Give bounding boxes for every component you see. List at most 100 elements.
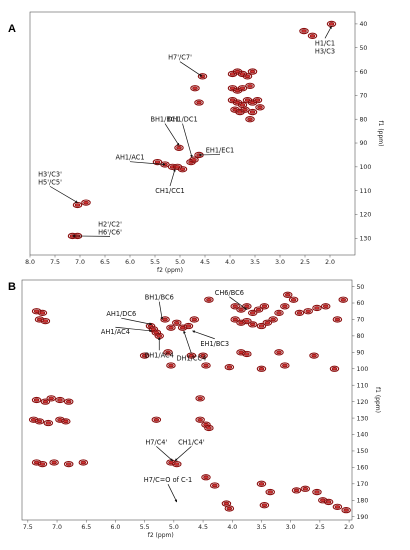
cross-peak [300,485,311,492]
x-tick-label: 4.0 [227,524,237,531]
annotation-label-2: H6'/C6' [98,228,122,236]
cross-peak [338,296,348,303]
panel-letter: A [8,23,16,35]
cross-peak [34,418,45,425]
cross-peak [186,352,197,359]
cross-peak [320,303,331,310]
cross-peak [252,96,263,104]
x-tick-label: 2.0 [344,524,354,531]
x-tick-label: 4.0 [225,259,235,266]
cross-peak [174,144,184,151]
x-tick-label: 2.5 [300,259,310,266]
y-axis-title: f1 (ppm) [374,387,381,413]
x-tick-label: 4.5 [198,524,208,531]
cross-peak [195,416,205,423]
peak-annotation: AH1/DC6 [106,310,153,326]
cross-peak [172,319,182,326]
cross-peak [55,396,65,404]
cross-peak [63,398,74,405]
cross-peak [309,352,319,359]
peak-annotation: H7/C4' [145,438,174,462]
cross-peak [274,349,284,356]
cross-peak [201,474,211,481]
plot-frame [29,11,356,256]
peak-annotation: DH1/DC1 [167,116,198,158]
peak-annotation: DH1/CC4 [176,330,206,363]
peak-annotation: EH1/EC1 [198,147,235,157]
annotation-label-2: H3/C3 [315,47,335,55]
annotation-label: H7/C4' [145,438,167,446]
cross-peak [247,108,258,116]
y-tick-label: 190 [357,514,369,521]
cross-peak [166,324,176,331]
cross-peak [139,352,150,359]
cross-peak [247,68,258,75]
cross-peak [303,308,313,315]
y-tick-label: 50 [357,284,365,291]
annotation-arrow [167,484,178,503]
annotation-label: H3'/C3' [38,170,62,178]
cross-peak [312,488,322,496]
x-tick-label: 5.5 [150,259,160,266]
x-tick-label: 7.5 [23,524,33,531]
y-tick-label: 110 [357,382,369,389]
cross-peak [224,363,235,371]
cross-peak [242,317,252,325]
annotation-label: AH1/AC4 [101,328,130,336]
x-tick-label: 8.0 [25,259,35,266]
cross-peak [245,82,255,90]
annotation-arrow [121,317,153,326]
cross-peak [326,20,337,28]
cross-peak [247,321,258,328]
x-tick-label: 2.5 [315,524,325,531]
peak-annotation: BH1/AC4 [145,337,174,359]
cross-peak [329,365,340,372]
cross-peak [230,303,240,310]
peak-annotation: AH1/AC1 [115,154,166,166]
cross-peak [256,365,267,372]
cross-peak [236,349,246,356]
y-tick-label: 80 [360,116,368,123]
annotation-arrow [192,330,215,340]
cross-peak [183,322,194,330]
y-tick-label: 110 [360,188,372,195]
cross-peak [242,303,252,310]
cross-peak [166,362,176,369]
cross-peak [209,482,220,489]
cross-peak [283,291,293,298]
cross-peak [236,319,246,326]
x-tick-label: 3.5 [250,259,260,266]
cross-peak [46,395,56,402]
peak-annotation: H3'/C3'H5'/C5' [38,170,78,203]
cross-peak [43,419,54,427]
x-tick-label: 7.0 [75,259,85,266]
cross-peak [259,502,270,509]
cross-peak [189,156,199,163]
cross-peak [247,309,258,317]
x-tick-label: 4.5 [200,259,210,266]
cross-peak [61,418,71,425]
x-tick-label: 3.0 [286,524,296,531]
annotation-arrow [115,326,153,333]
cross-peak [224,505,235,512]
peak-annotation: CH1/CC1 [155,168,185,195]
y-tick-label: 40 [360,21,368,28]
cross-peak [253,306,264,313]
x-axis-title: f2 (ppm) [157,267,183,274]
annotation-label: DH1/DC1 [167,116,197,124]
y-tick-label: 140 [357,432,369,439]
annotation-label: H7/C=O of C-1 [144,476,192,484]
cross-peak [332,316,343,323]
panel-a: A 8.0 7.5 7.0 6.5 6.0 5.5 5.0 4.5 4.0 3.5 3.0 2.5 2.0… [8,11,384,274]
cross-peak [288,296,299,303]
cross-peak [312,304,322,312]
cross-peak [195,395,205,402]
cross-peak [78,459,89,466]
annotation-arrow [169,168,176,187]
panel-letter: B [8,281,16,293]
cross-peak [177,166,188,173]
peak-annotation: BH1/BC6 [145,294,174,320]
annotation-label: CH1/C4' [178,438,205,446]
annotation-arrow [156,446,174,462]
annotation-label: EH1/EC1 [206,147,235,155]
